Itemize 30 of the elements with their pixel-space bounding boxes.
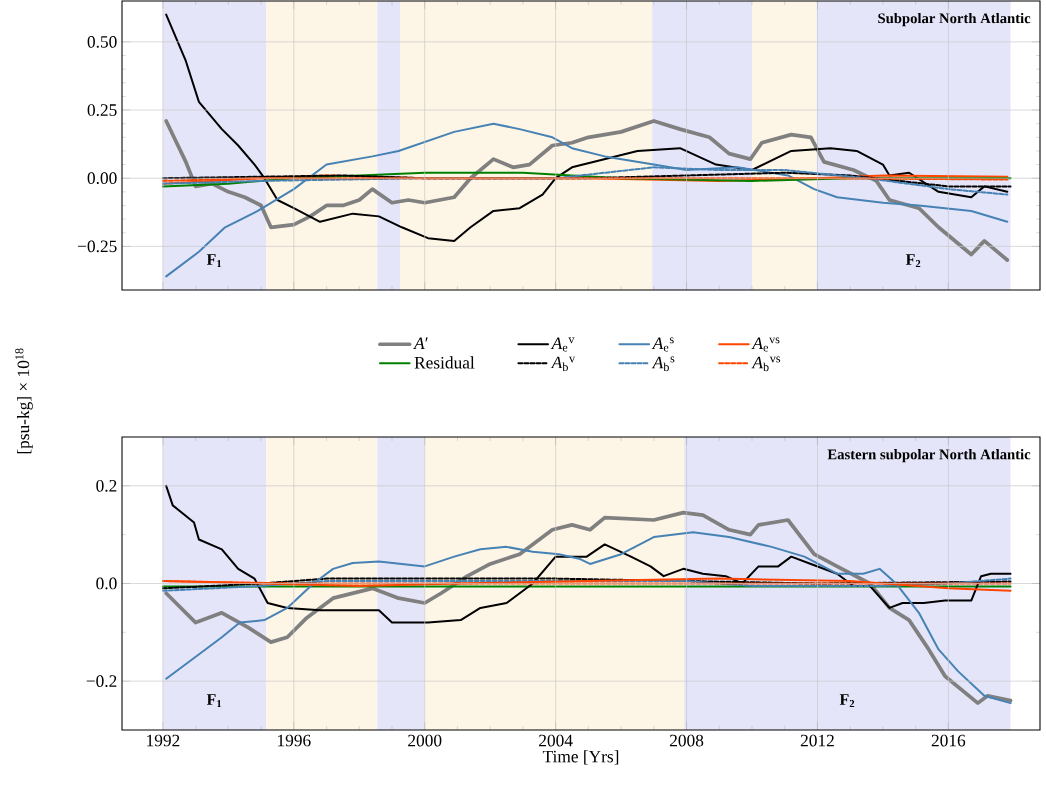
legend-label: A$_{b}$v — [550, 356, 576, 372]
x-tick-label: 2012 — [800, 734, 834, 747]
y-tick-label: 0.0 — [96, 577, 117, 590]
text: Subpolar North Atlantic — [878, 12, 1031, 27]
legend-label: A$_{e}$s — [651, 337, 674, 352]
y-tick-label: 0.2 — [96, 479, 117, 492]
x-tick-label: 2008 — [669, 734, 704, 747]
legend-label: A$_{e}$v — [550, 337, 575, 352]
legend-label: A$_{e}$vs — [751, 337, 780, 352]
x-tick-label: 1992 — [147, 734, 180, 747]
band-label: F$_{1}$ — [206, 254, 222, 268]
y-tick-label: 0.00 — [87, 172, 117, 185]
legend-label: Residual — [414, 356, 475, 369]
y-tick-label: 0.50 — [87, 36, 117, 48]
text: Eastern subpolar North Atlantic — [827, 449, 1031, 463]
x-axis-title: Time [Yrs] — [542, 750, 619, 765]
legend-label: A′ — [413, 337, 428, 349]
y-axis-title: [psu-kg] × 10$^{18}$ — [15, 348, 33, 454]
band-label: F$_{1}$ — [206, 694, 222, 708]
x-tick-label: 2004 — [539, 734, 573, 747]
x-tick-label: 2000 — [408, 734, 442, 747]
legend-label: A$_{b}$s — [651, 356, 675, 372]
x-tick-label: 1996 — [278, 734, 311, 747]
band-label: F$_{2}$ — [839, 694, 855, 708]
band-label: F$_{2}$ — [905, 254, 921, 268]
y-tick-label: −0.25 — [78, 240, 117, 253]
y-tick-label: 0.25 — [87, 104, 117, 116]
x-tick-label: 2016 — [931, 734, 966, 747]
legend-label: A$_{b}$vs — [751, 356, 781, 372]
y-tick-label: −0.2 — [86, 675, 117, 688]
